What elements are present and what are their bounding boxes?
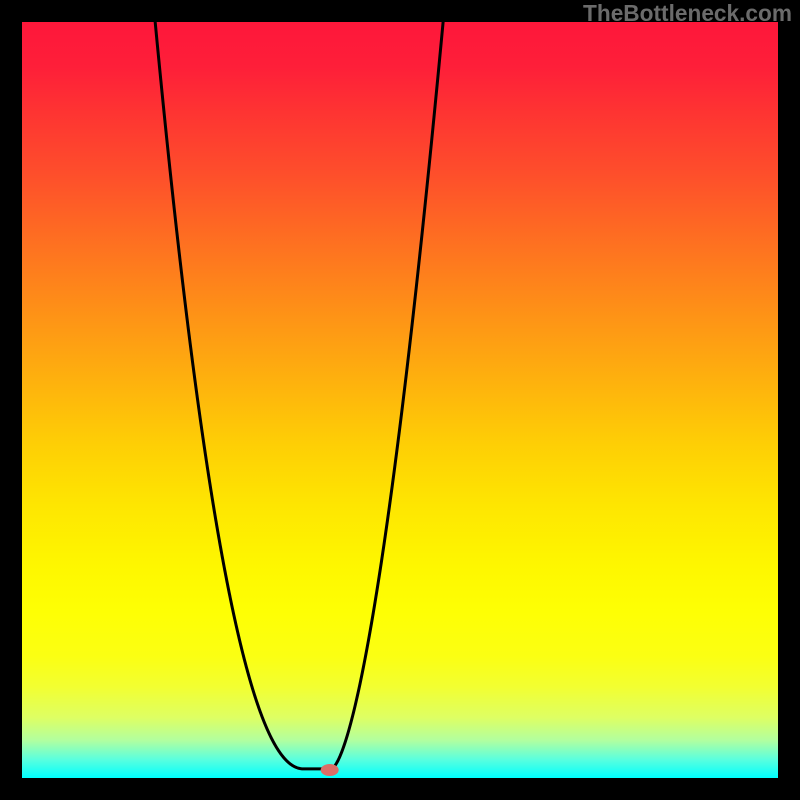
minimum-marker (321, 764, 339, 776)
chart-background (22, 22, 778, 778)
bottleneck-chart (0, 0, 800, 800)
